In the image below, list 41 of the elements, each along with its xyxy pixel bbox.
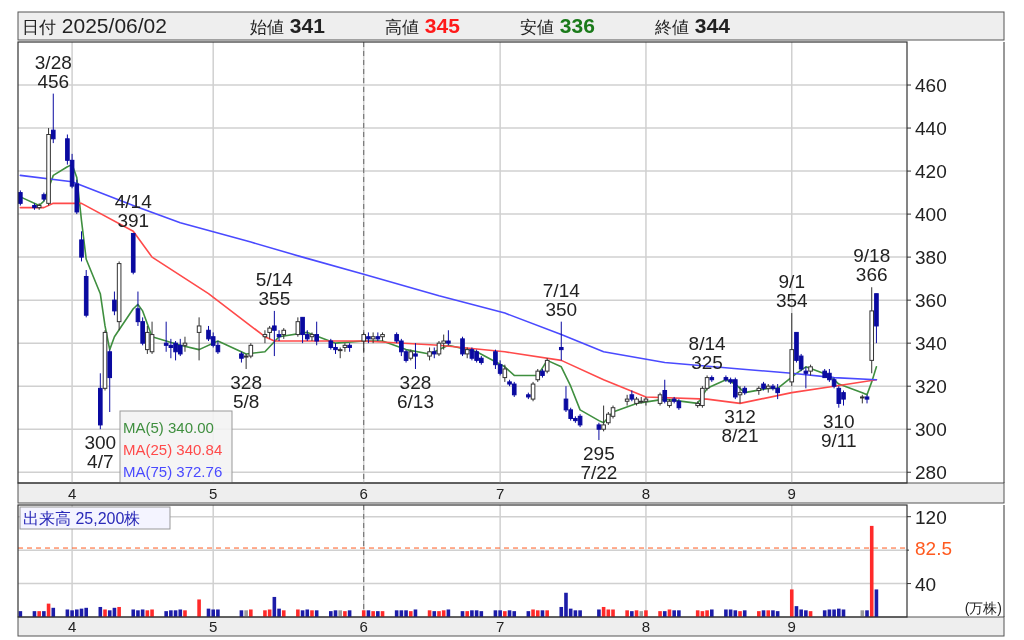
y-tick-label: 420 (915, 161, 947, 183)
annotation: 328 6/13 (396, 371, 434, 412)
x-tick-label: 6 (359, 618, 368, 635)
x-tick-label: 4 (67, 485, 77, 502)
y-tick-label: 460 (915, 75, 947, 97)
annotation: 310 9/11 (821, 410, 857, 451)
y-axis-title: (万株) (964, 600, 1002, 616)
x-tick-label: 6 (359, 485, 368, 502)
y-tick-label: 380 (915, 247, 947, 269)
annotation: 7/14 350 (542, 279, 581, 320)
annotation: 328 5/8 (230, 371, 262, 412)
x-tick-label: 5 (209, 618, 218, 635)
legend: MA(5) 340.00 MA(25) 340.84 MA(75) 372.76 (119, 410, 233, 484)
y-tick-label: 40 (915, 573, 937, 595)
ref-line-label: 82.5 (915, 538, 952, 560)
y-tick-label: 300 (915, 419, 947, 441)
y-tick-label: 320 (915, 376, 947, 398)
annotation: 295 7/22 (580, 442, 618, 483)
x-tick-label: 7 (495, 485, 505, 502)
annotation: 9/1 354 (775, 271, 809, 312)
y-tick-label: 400 (915, 204, 947, 226)
y-tick-label: 280 (915, 462, 947, 484)
x-tick-label: 4 (67, 618, 77, 635)
annotation: 312 8/21 (721, 406, 759, 447)
x-tick-label: 9 (787, 485, 796, 502)
chart-title: 出来高 25,200株 (23, 510, 141, 527)
y-tick-label: 120 (915, 506, 947, 528)
x-tick-label: 7 (495, 618, 505, 635)
y-tick-label: 360 (915, 290, 947, 312)
annotation: 9/18 366 (853, 245, 891, 286)
annotation: 300 4/7 (84, 432, 117, 473)
annotation: 5/14 355 (255, 268, 294, 309)
y-tick-label: 440 (915, 118, 947, 140)
x-tick-label: 8 (641, 485, 651, 502)
x-tick-label: 9 (787, 618, 796, 635)
x-tick-label: 5 (209, 485, 218, 502)
panel-title: 出来高 25,200株 (19, 506, 171, 530)
annotation: 3/28 456 (34, 51, 72, 92)
y-tick-label: 340 (915, 333, 947, 355)
header: 日付 2025/06/02 始値 341 高値 345 安値 336 終値 344 (17, 11, 1005, 41)
x-tick-label: 8 (641, 618, 651, 635)
